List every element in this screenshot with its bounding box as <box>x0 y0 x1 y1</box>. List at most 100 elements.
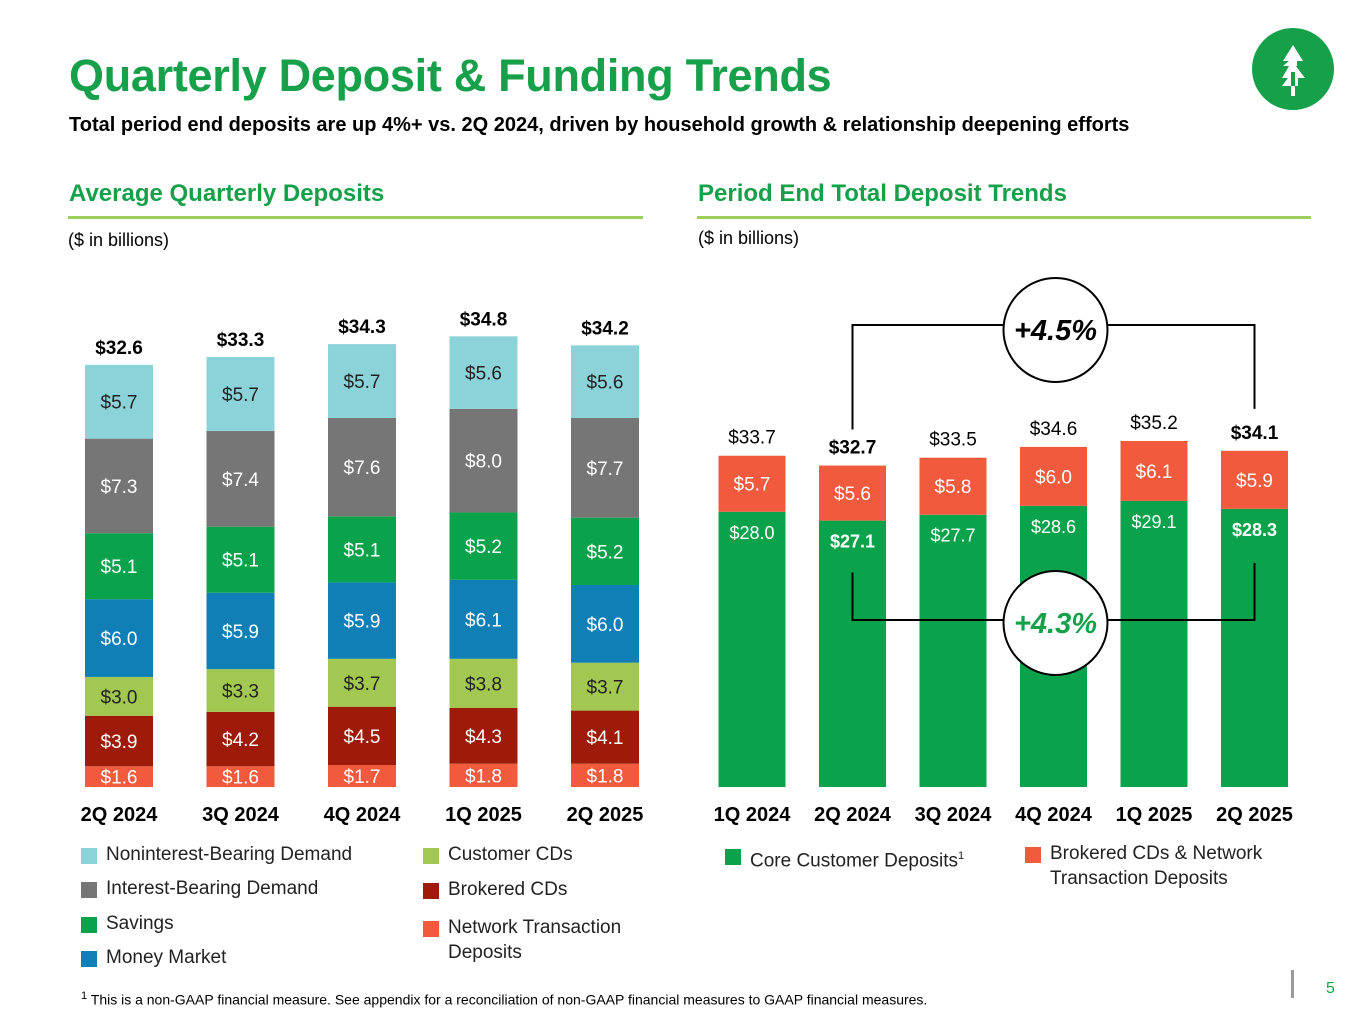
annotation-circle <box>1002 277 1109 383</box>
legend-label: Network Transaction <box>448 917 622 938</box>
data-label: $5.6 <box>465 364 502 385</box>
bar-segment <box>819 465 886 521</box>
bar-segment <box>1020 446 1087 506</box>
bar-segment <box>571 584 639 663</box>
legend-label: Core Customer Deposits <box>750 850 959 872</box>
data-label: $1.6 <box>222 768 259 789</box>
data-label: $5.7 <box>101 393 138 414</box>
bar-segment <box>571 662 639 711</box>
bar-segment <box>1221 508 1288 787</box>
data-label: $1.6 <box>101 768 138 789</box>
bar-segment <box>449 658 518 709</box>
bar-segment <box>85 676 153 716</box>
x-tick-label: 2Q 2025 <box>1216 804 1293 826</box>
annotation-label: +4.5% <box>1014 315 1097 347</box>
period-end-rule <box>697 216 1311 219</box>
bar-segment <box>206 711 275 767</box>
bar-segment <box>571 345 639 418</box>
bar-segment <box>206 357 275 431</box>
footnote: 1 This is a non-GAAP financial measure. … <box>81 990 927 1008</box>
data-label: $3.7 <box>344 674 381 695</box>
data-label: $3.8 <box>465 674 502 695</box>
bank-logo <box>1252 28 1334 110</box>
data-label: $5.1 <box>222 551 259 572</box>
x-tick-label: 4Q 2024 <box>324 804 402 826</box>
legend-swatch <box>81 882 97 898</box>
legend-swatch <box>725 849 741 865</box>
bar-segment <box>328 706 396 765</box>
x-tick-label: 3Q 2024 <box>915 804 993 826</box>
total-label: $34.6 <box>1030 419 1078 440</box>
bar-segment <box>449 708 518 764</box>
bar-segment <box>449 512 518 580</box>
bar-segment <box>328 582 396 659</box>
footnote-marker: 1 <box>81 990 88 1002</box>
data-label: $5.9 <box>344 612 381 633</box>
bar-segment <box>85 364 153 439</box>
bar-segment <box>571 417 639 518</box>
data-label: $6.0 <box>1035 467 1072 488</box>
bar-segment <box>85 599 153 677</box>
bar-segment <box>328 516 396 583</box>
data-label: $5.9 <box>1236 471 1273 492</box>
total-label: $34.1 <box>1231 423 1279 444</box>
x-tick-label: 4Q 2024 <box>1015 804 1093 826</box>
data-label: $28.3 <box>1232 520 1277 540</box>
bar-segment <box>1221 450 1288 509</box>
bar-segment <box>206 766 275 787</box>
legend-swatch <box>81 848 97 864</box>
data-label: $5.7 <box>222 385 259 406</box>
legend-swatch <box>423 921 439 937</box>
legend-label-wrap: Core Customer Deposits1 <box>750 844 964 873</box>
bar-segment <box>449 763 518 787</box>
data-label: $3.3 <box>222 682 259 703</box>
bar-segment <box>328 658 396 707</box>
bar-segment <box>328 764 396 787</box>
data-label: $5.1 <box>101 557 138 578</box>
annotation-label: +4.3% <box>1014 608 1097 640</box>
total-label: $32.7 <box>829 438 877 459</box>
data-label: $7.6 <box>344 458 381 479</box>
data-label: $3.0 <box>101 687 138 708</box>
bar-segment <box>328 417 396 517</box>
data-label: $5.9 <box>222 622 259 643</box>
page-title: Quarterly Deposit & Funding Trends <box>69 50 832 101</box>
data-label: $5.7 <box>344 372 381 393</box>
bar-segment <box>449 336 518 409</box>
data-label: $5.6 <box>587 373 624 394</box>
data-label: $5.2 <box>465 537 502 558</box>
legend-label: Interest-Bearing Demand <box>106 878 319 899</box>
total-label: $32.6 <box>95 338 143 359</box>
bar-segment <box>85 533 153 600</box>
legend-swatch <box>423 883 439 899</box>
data-label: $27.1 <box>830 532 875 552</box>
x-tick-label: 2Q 2024 <box>814 804 892 826</box>
legend-swatch <box>81 951 97 967</box>
data-label: $8.0 <box>465 452 502 473</box>
bar-segment <box>571 763 639 787</box>
data-label: $6.0 <box>101 629 138 650</box>
bar-segment <box>328 344 396 418</box>
bar-segment <box>85 438 153 534</box>
data-label: $4.2 <box>222 730 259 751</box>
data-label: $4.1 <box>587 728 624 749</box>
bar-segment <box>206 526 275 593</box>
legend-swatch <box>1025 847 1041 863</box>
data-label: $5.8 <box>935 477 972 498</box>
total-label: $33.5 <box>929 430 977 451</box>
data-label: $6.1 <box>465 610 502 631</box>
bar-segment <box>571 517 639 585</box>
bar-segment <box>571 710 639 764</box>
footnote-text: This is a non-GAAP financial measure. Se… <box>87 991 928 1008</box>
x-tick-label: 2Q 2025 <box>567 804 644 826</box>
total-label: $35.2 <box>1130 413 1178 434</box>
bar-segment <box>718 455 786 512</box>
tree-icon <box>1282 45 1305 96</box>
bar-segment <box>1120 440 1188 501</box>
bar-segment <box>1120 500 1188 787</box>
data-label: $6.0 <box>587 615 624 636</box>
data-label: $5.1 <box>344 540 381 561</box>
bar-segment <box>206 669 275 712</box>
data-label: $6.1 <box>1136 462 1173 483</box>
